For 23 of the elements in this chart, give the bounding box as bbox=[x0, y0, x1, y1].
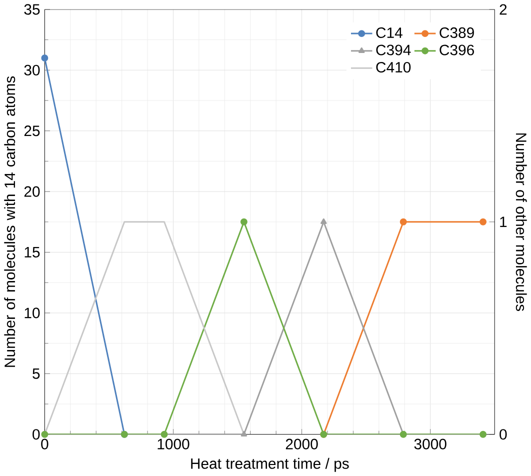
y-axis-title: Number of molecules with 14 carbon atoms bbox=[4, 76, 16, 367]
y2-axis-title: Number of other molecules bbox=[516, 133, 527, 312]
y-tick-label: 20 bbox=[24, 186, 40, 197]
legend-label: C396 bbox=[440, 44, 474, 56]
y-tick-label: 25 bbox=[24, 126, 40, 136]
legend-label: C389 bbox=[440, 27, 474, 38]
y-tick-label: 35 bbox=[24, 4, 40, 15]
y2-tick-label: 1 bbox=[500, 216, 507, 228]
x-axis-title: Heat treatment time / ps bbox=[191, 458, 349, 472]
y2-tick-label: 2 bbox=[500, 4, 507, 15]
legend-label: C410 bbox=[376, 62, 411, 73]
x-tick-label: 3000 bbox=[414, 438, 446, 450]
x-tick-label: 0 bbox=[41, 438, 48, 450]
y-tick-label: 15 bbox=[24, 247, 40, 258]
y-tick-label: 0 bbox=[32, 429, 40, 440]
y-tick-label: 10 bbox=[24, 308, 40, 318]
x-tick-label: 2000 bbox=[286, 438, 318, 450]
legend-label: C14 bbox=[376, 27, 402, 38]
y-tick-label: 30 bbox=[24, 64, 40, 76]
y-tick-label: 5 bbox=[32, 368, 40, 379]
legend-label: C394 bbox=[376, 44, 411, 56]
x-tick-label: 1000 bbox=[158, 438, 190, 450]
y2-tick-label: 0 bbox=[500, 429, 507, 440]
